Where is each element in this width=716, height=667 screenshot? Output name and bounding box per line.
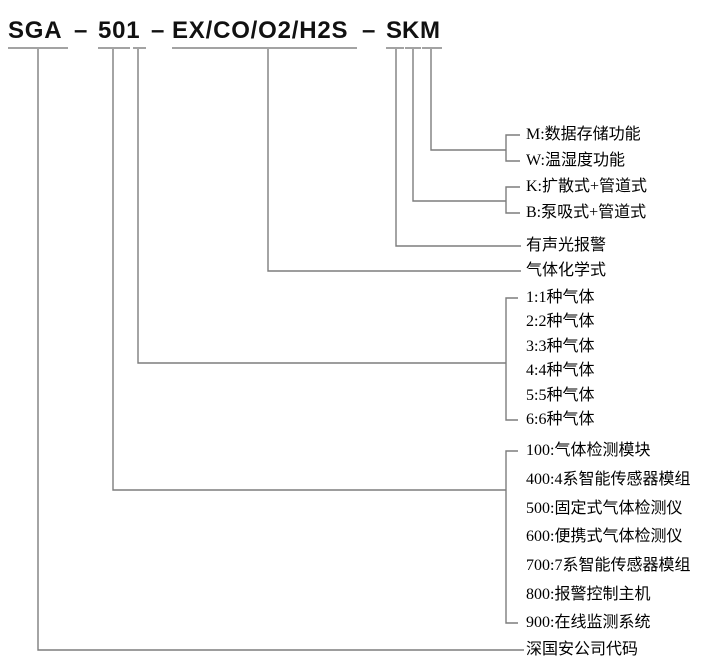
legend-series-500: 500:固定式气体检测仪 [526,500,683,517]
legend-company-code: 深国安公司代码 [526,641,639,658]
legend-gas-count-3: 3:3种气体 [526,338,595,355]
code-series: 501 [98,17,141,44]
legend-gas-count-4: 4:4种气体 [526,362,595,379]
legend-gas-count-2: 2:2种气体 [526,313,595,330]
code-company: SGA [8,17,63,44]
legend-b-pump-duct: B:泵吸式+管道式 [526,204,647,221]
legend-gas-count-1: 1:1种气体 [526,289,595,306]
code-separator-1: – [74,17,89,44]
legend-sound-light-alarm: 有声光报警 [526,237,607,254]
legend-gas-count-6: 6:6种气体 [526,411,595,428]
code-letter-s: S [386,17,403,44]
legend-k-diffusion-duct: K:扩散式+管道式 [526,178,648,195]
legend-series-600: 600:便携式气体检测仪 [526,528,683,545]
legend-series-800: 800:报警控制主机 [526,586,651,603]
legend-series-900: 900:在线监测系统 [526,614,651,631]
legend-m-data-storage: M:数据存储功能 [526,126,641,143]
code-separator-2: – [151,17,166,44]
legend-gas-chemical-formula: 气体化学式 [526,262,607,279]
legend-gas-count-5: 5:5种气体 [526,387,595,404]
legend-series-100: 100:气体检测模块 [526,442,651,459]
code-gas-list: EX/CO/O2/H2S [172,17,349,44]
legend-series-400: 400:4系智能传感器模组 [526,471,691,488]
code-letter-k: K [402,17,421,44]
code-letter-m: M [420,17,441,44]
tree-connectors [37,49,524,651]
code-underlines [8,47,442,49]
code-separator-3: – [362,17,377,44]
legend-w-temp-humidity: W:温湿度功能 [526,152,625,169]
legend-series-700: 700:7系智能传感器模组 [526,557,691,574]
